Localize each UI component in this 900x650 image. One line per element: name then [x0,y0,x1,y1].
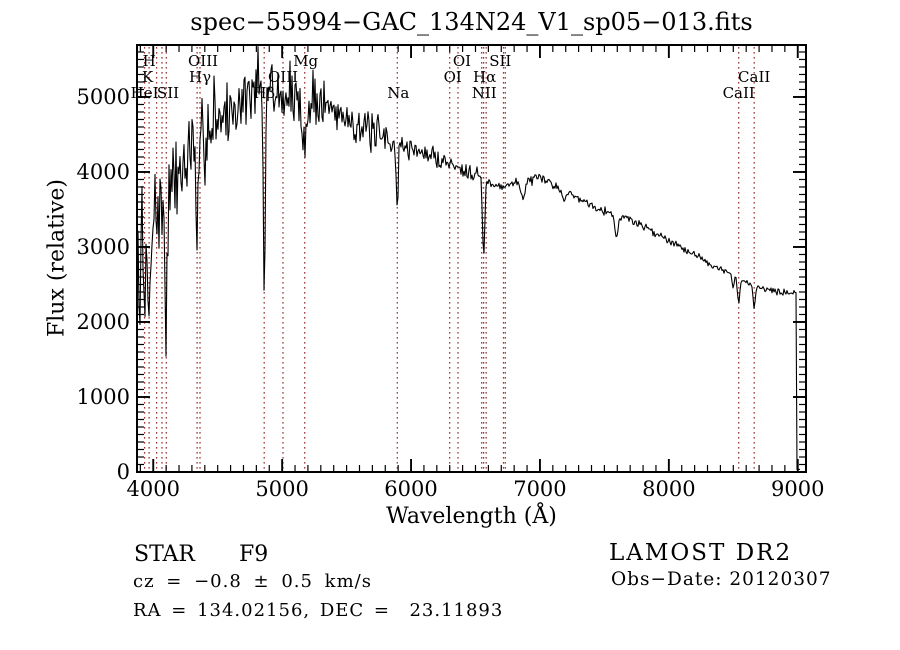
y-tick-label: 5000 [76,84,130,109]
spectral-line-label: CaII [722,83,755,102]
spectral-line-label: SII [156,83,180,102]
obs-date-line: Obs−Date: 20120307 [611,569,832,590]
x-tick-label: 7000 [513,477,567,501]
spectral-line-label: OIII [187,52,219,70]
survey-label: LAMOST DR2 [609,540,793,566]
spectrum-trace [136,46,800,470]
spectral-line-label: SII [489,52,512,70]
y-tick-label: 1000 [76,384,130,409]
spectral-line-label: Hβ [253,83,276,102]
classification-line: STAR F9 [134,542,268,567]
plot-frame [136,44,807,473]
y-tick-label: 3000 [76,234,130,259]
x-tick-label: 9000 [771,477,825,501]
x-tick-label: 6000 [384,477,438,501]
spectral-line-label: OI [452,52,472,70]
spectral-line-label: CaII [738,68,771,86]
x-tick-label: 5000 [255,477,309,501]
y-tick-label: 2000 [76,309,130,334]
coordinates-line: RA = 134.02156, DEC = 23.11893 [133,600,504,621]
y-tick-label: 0 [116,460,130,484]
spectral-line-label: Na [387,83,410,102]
x-tick-label: 4000 [126,477,180,501]
x-axis-title: Wavelength (Å) [386,504,557,529]
spectral-line-label: OIII [267,68,299,86]
x-tick-label: 8000 [642,477,696,501]
spectral-line-label: Mg [293,52,319,70]
spectral-line-label: HeI [130,83,159,102]
spectral-line-label: Hα [473,68,497,86]
spectral-line-label: H [142,52,156,70]
spectral-line-label: OI [443,68,462,86]
radial-velocity-line: cz = −0.8 ± 0.5 km/s [133,571,372,592]
spectral-line-label: NII [471,83,497,102]
y-tick-label: 4000 [76,159,130,184]
plot-title: spec−55994−GAC_134N24_V1_sp05−013.fits [190,8,753,36]
spectral-line-label: K [141,68,154,86]
spectral-line-label: Hγ [189,68,212,86]
object-subclass: F9 [239,542,269,567]
object-class: STAR [134,542,195,567]
